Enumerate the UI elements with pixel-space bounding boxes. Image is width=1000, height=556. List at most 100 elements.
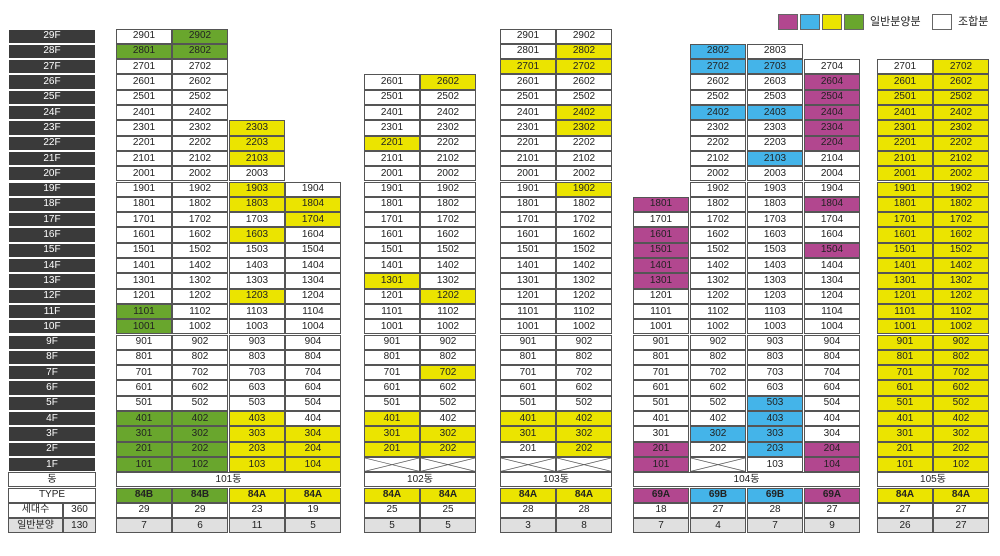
unit-cell-803: 803 bbox=[747, 349, 803, 366]
households-count: 27 bbox=[804, 502, 860, 519]
type-badge: 69B bbox=[690, 487, 746, 503]
unit-cell-2102: 2102 bbox=[690, 150, 746, 167]
dong-row-label: 동 bbox=[8, 472, 96, 488]
unit-cell-503: 503 bbox=[229, 395, 285, 411]
unit-cell-2701: 2701 bbox=[500, 59, 556, 75]
unit-cell-901: 901 bbox=[116, 334, 172, 350]
unit-cell-704: 704 bbox=[804, 365, 860, 381]
general-count: 4 bbox=[690, 518, 746, 534]
unit-cell-2701: 2701 bbox=[116, 59, 172, 75]
unit-cell-2601: 2601 bbox=[364, 74, 420, 90]
unit-cell-1202: 1202 bbox=[556, 288, 612, 304]
unit-cell-604: 604 bbox=[285, 380, 341, 396]
legend-swatch-purple bbox=[778, 14, 798, 30]
unit-cell-804: 804 bbox=[285, 349, 341, 366]
unit-cell-402: 402 bbox=[420, 411, 476, 427]
unit-cell-301: 301 bbox=[364, 426, 420, 442]
unit-cell-501: 501 bbox=[633, 395, 689, 411]
unit-cell-1402: 1402 bbox=[556, 258, 612, 274]
unit-cell-702: 702 bbox=[420, 365, 476, 381]
unit-cell-1501: 1501 bbox=[500, 242, 556, 258]
unit-cell-1302: 1302 bbox=[172, 273, 228, 289]
unit-cell-1301: 1301 bbox=[500, 273, 556, 289]
unit-cell-103: 103 bbox=[747, 456, 803, 473]
households-count: 27 bbox=[933, 502, 989, 519]
unit-cell-1403: 1403 bbox=[747, 258, 803, 274]
households-total: 360 bbox=[63, 502, 96, 519]
unit-cell-901: 901 bbox=[500, 334, 556, 350]
unit-cell-2103: 2103 bbox=[229, 150, 285, 167]
empty-unit-cell bbox=[690, 456, 746, 473]
unit-cell-501: 501 bbox=[116, 395, 172, 411]
unit-cell-1901: 1901 bbox=[116, 181, 172, 197]
building-name: 103동 bbox=[500, 472, 612, 488]
type-badge: 84A bbox=[420, 487, 476, 503]
unit-cell-1504: 1504 bbox=[285, 242, 341, 258]
unit-cell-1701: 1701 bbox=[116, 212, 172, 228]
households-count: 29 bbox=[116, 502, 172, 519]
floor-label-26f: 26F bbox=[8, 74, 96, 90]
unit-cell-2104: 2104 bbox=[804, 150, 860, 167]
unit-cell-2101: 2101 bbox=[500, 150, 556, 167]
floor-label-20f: 20F bbox=[8, 166, 96, 182]
unit-cell-2301: 2301 bbox=[364, 120, 420, 136]
unit-cell-1602: 1602 bbox=[690, 227, 746, 243]
unit-cell-1303: 1303 bbox=[229, 273, 285, 289]
unit-cell-901: 901 bbox=[633, 334, 689, 350]
general-count: 6 bbox=[172, 518, 228, 534]
unit-cell-1803: 1803 bbox=[747, 196, 803, 213]
unit-cell-2201: 2201 bbox=[116, 135, 172, 151]
unit-cell-1001: 1001 bbox=[877, 319, 933, 335]
unit-cell-1502: 1502 bbox=[690, 242, 746, 258]
unit-cell-1601: 1601 bbox=[116, 227, 172, 243]
floor-label-9f: 9F bbox=[8, 334, 96, 350]
unit-cell-702: 702 bbox=[690, 365, 746, 381]
unit-cell-603: 603 bbox=[747, 380, 803, 396]
unit-cell-2501: 2501 bbox=[116, 89, 172, 105]
unit-cell-1703: 1703 bbox=[229, 212, 285, 228]
unit-cell-2901: 2901 bbox=[116, 28, 172, 44]
unit-cell-1502: 1502 bbox=[933, 242, 989, 258]
type-badge: 84A bbox=[877, 487, 933, 503]
unit-cell-1101: 1101 bbox=[116, 303, 172, 320]
unit-cell-2002: 2002 bbox=[172, 166, 228, 182]
unit-cell-402: 402 bbox=[933, 411, 989, 427]
building-name: 105동 bbox=[877, 472, 989, 488]
unit-cell-1002: 1002 bbox=[690, 319, 746, 335]
unit-cell-104: 104 bbox=[804, 456, 860, 473]
unit-cell-2802: 2802 bbox=[690, 43, 746, 60]
unit-cell-2001: 2001 bbox=[364, 166, 420, 182]
unit-cell-702: 702 bbox=[172, 365, 228, 381]
unit-cell-802: 802 bbox=[690, 349, 746, 366]
unit-cell-1501: 1501 bbox=[364, 242, 420, 258]
unit-cell-1202: 1202 bbox=[172, 288, 228, 304]
unit-cell-802: 802 bbox=[420, 349, 476, 366]
unit-cell-1802: 1802 bbox=[172, 196, 228, 213]
unit-cell-1302: 1302 bbox=[556, 273, 612, 289]
unit-cell-904: 904 bbox=[804, 334, 860, 350]
unit-cell-1001: 1001 bbox=[116, 319, 172, 335]
legend-general-label: 일반분양분 bbox=[870, 16, 921, 28]
households-count: 25 bbox=[420, 502, 476, 519]
unit-cell-1201: 1201 bbox=[116, 288, 172, 304]
general-count: 8 bbox=[556, 518, 612, 534]
unit-cell-1802: 1802 bbox=[933, 196, 989, 213]
unit-cell-1502: 1502 bbox=[172, 242, 228, 258]
unit-cell-301: 301 bbox=[633, 426, 689, 442]
unit-cell-1602: 1602 bbox=[420, 227, 476, 243]
unit-cell-1504: 1504 bbox=[804, 242, 860, 258]
unit-cell-1801: 1801 bbox=[364, 196, 420, 213]
unit-cell-2601: 2601 bbox=[500, 74, 556, 90]
general-count: 7 bbox=[116, 518, 172, 534]
unit-cell-2202: 2202 bbox=[556, 135, 612, 151]
unit-cell-502: 502 bbox=[933, 395, 989, 411]
unit-cell-1001: 1001 bbox=[633, 319, 689, 335]
unit-cell-304: 304 bbox=[285, 426, 341, 442]
households-count: 19 bbox=[285, 502, 341, 519]
floor-label-5f: 5F bbox=[8, 395, 96, 411]
unit-cell-2302: 2302 bbox=[172, 120, 228, 136]
unit-cell-1101: 1101 bbox=[500, 303, 556, 320]
unit-cell-704: 704 bbox=[285, 365, 341, 381]
unit-cell-402: 402 bbox=[556, 411, 612, 427]
unit-cell-1902: 1902 bbox=[556, 181, 612, 197]
